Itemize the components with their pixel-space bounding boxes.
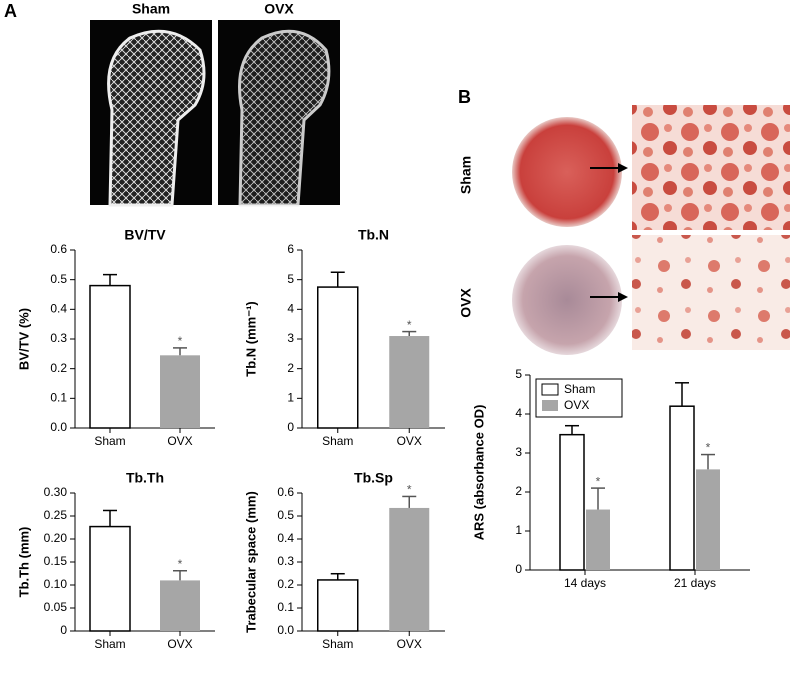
panel-label: A: [4, 1, 17, 21]
y-tick-label: 5: [287, 272, 294, 286]
bar: [89, 525, 131, 632]
x-tick-label: 14 days: [564, 576, 606, 590]
image-label: Sham: [458, 156, 474, 194]
y-tick-label: 1: [515, 523, 522, 537]
image-label: OVX: [264, 1, 294, 17]
stain-image: [632, 235, 790, 350]
image-label: OVX: [458, 288, 474, 318]
y-tick-label: 4: [515, 406, 522, 420]
image-label: Sham: [132, 1, 170, 17]
bar: [696, 469, 720, 570]
y-axis-label: Tb.Th (mm): [16, 527, 31, 598]
significance-marker: *: [178, 334, 183, 348]
bar: [317, 286, 359, 429]
bar: [586, 509, 610, 570]
y-tick-label: 0: [287, 420, 294, 434]
x-tick-label: 21 days: [674, 576, 716, 590]
y-tick-label: 0.4: [50, 302, 67, 316]
y-tick-label: 0: [60, 623, 67, 637]
legend-swatch: [542, 400, 558, 411]
y-tick-label: 3: [515, 445, 522, 459]
y-tick-label: 0.15: [44, 554, 68, 568]
significance-marker: *: [596, 474, 601, 488]
x-tick-label: Sham: [94, 434, 125, 448]
significance-marker: *: [178, 557, 183, 571]
x-tick-label: Sham: [94, 637, 125, 651]
y-tick-label: 0.0: [50, 420, 67, 434]
y-tick-label: 0.0: [277, 623, 294, 637]
y-tick-label: 5: [515, 367, 522, 381]
bar: [160, 580, 200, 631]
legend-swatch: [541, 383, 559, 396]
y-tick-label: 0.05: [44, 600, 68, 614]
legend-label: OVX: [564, 398, 589, 412]
chart-title: Tb.Th: [126, 470, 164, 486]
bar: [389, 336, 430, 428]
stain-image: [632, 105, 790, 230]
y-tick-label: 2: [515, 484, 522, 498]
chart-title: Tb.N: [358, 227, 389, 243]
bar: [89, 284, 131, 429]
panel-label: B: [458, 87, 471, 107]
chart-title: Tb.Sp: [354, 470, 393, 486]
x-tick-label: Sham: [322, 434, 353, 448]
y-tick-label: 3: [287, 331, 294, 345]
y-tick-label: 0.30: [44, 485, 68, 499]
x-tick-label: OVX: [397, 637, 422, 651]
y-tick-label: 0.5: [277, 508, 294, 522]
x-tick-label: Sham: [322, 637, 353, 651]
arrow: [590, 163, 628, 302]
bar: [160, 355, 200, 428]
y-tick-label: 1: [287, 391, 294, 405]
x-tick-label: OVX: [167, 637, 192, 651]
y-tick-label: 6: [287, 242, 294, 256]
dish-image: [512, 245, 622, 355]
y-tick-label: 0: [515, 562, 522, 576]
y-tick-label: 0.1: [277, 600, 294, 614]
significance-marker: *: [706, 441, 711, 455]
bar: [317, 579, 359, 632]
y-tick-label: 0.20: [44, 531, 68, 545]
y-tick-label: 0.3: [50, 331, 67, 345]
dish-image: [512, 117, 622, 227]
bar: [389, 507, 430, 631]
y-axis-label: Trabecular space (mm): [243, 491, 258, 633]
y-tick-label: 0.10: [44, 577, 68, 591]
y-axis-label: ARS (absorbance OD): [471, 405, 486, 541]
x-tick-label: OVX: [167, 434, 192, 448]
y-tick-label: 0.2: [50, 361, 67, 375]
y-tick-label: 0.25: [44, 508, 68, 522]
significance-marker: *: [407, 318, 412, 332]
legend-label: Sham: [564, 382, 595, 396]
y-tick-label: 0.3: [277, 554, 294, 568]
y-tick-label: 0.5: [50, 272, 67, 286]
y-tick-label: 0.2: [277, 577, 294, 591]
significance-marker: *: [407, 483, 412, 497]
y-axis-label: Tb.N (mm⁻¹): [243, 301, 258, 376]
y-axis-label: BV/TV (%): [16, 308, 31, 370]
chart-title: BV/TV: [124, 227, 166, 243]
y-tick-label: 0.6: [50, 242, 67, 256]
bar: [669, 405, 695, 571]
y-tick-label: 0.1: [50, 391, 67, 405]
y-tick-label: 0.4: [277, 531, 294, 545]
y-tick-label: 2: [287, 361, 294, 375]
ct-image: [218, 20, 340, 207]
y-tick-label: 4: [287, 302, 294, 316]
bar: [559, 433, 585, 571]
y-tick-label: 0.6: [277, 485, 294, 499]
x-tick-label: OVX: [397, 434, 422, 448]
ct-image: [90, 20, 212, 207]
